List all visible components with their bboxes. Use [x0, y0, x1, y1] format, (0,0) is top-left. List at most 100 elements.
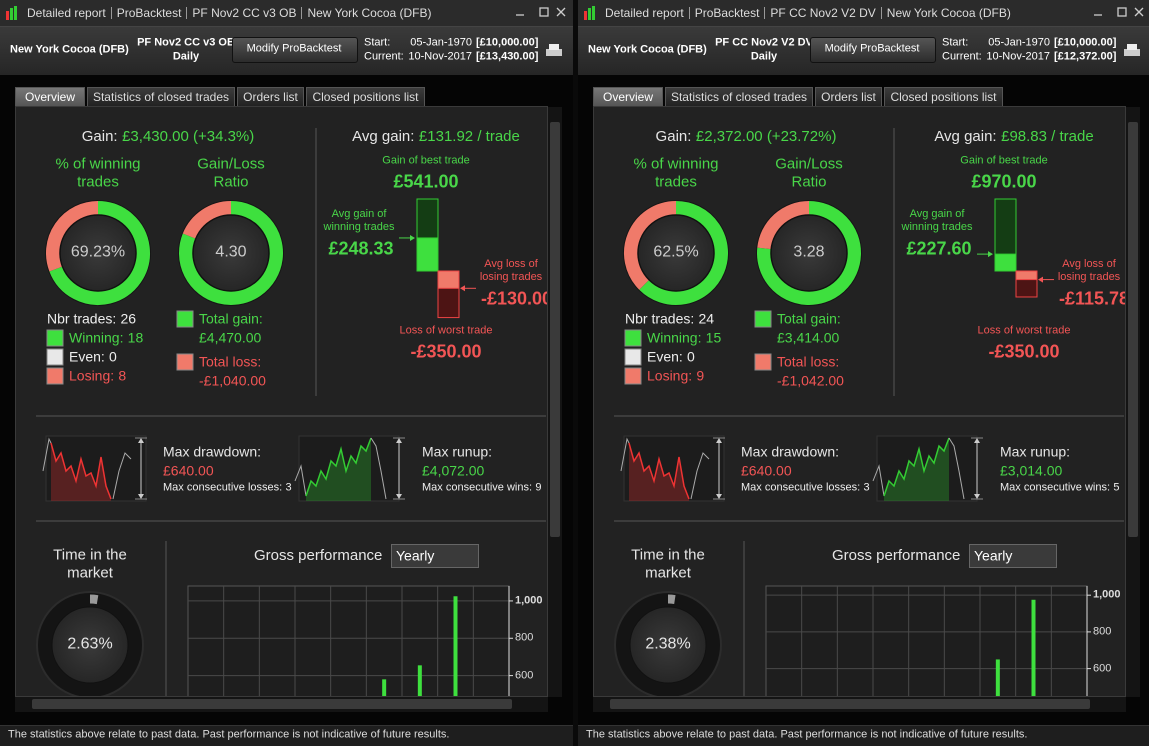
close-button[interactable] — [556, 7, 566, 17]
icon-paper — [549, 44, 559, 50]
tab[interactable]: Orders list — [815, 87, 882, 106]
bar — [1031, 599, 1036, 696]
y-tick-label: 800 — [1093, 625, 1112, 638]
text: Time in the market — [631, 546, 705, 581]
maximize-button[interactable] — [1117, 7, 1127, 17]
report-window: Detailed report ProBacktest PF Nov2 CC v3 … — [0, 0, 573, 746]
even-count: 0 — [109, 348, 117, 365]
gain-value: £2,372.00 (+23.72%) — [695, 128, 837, 146]
icon-line — [1134, 7, 1144, 17]
tab[interactable]: Statistics of closed trades — [665, 87, 813, 106]
donut-loss — [624, 201, 677, 290]
wins-count: 5 — [1113, 481, 1120, 494]
title-items: Detailed report ProBacktest PF Nov2 CC v3 … — [22, 0, 437, 26]
mini-chart-line — [50, 442, 112, 500]
text: Loss of worst trade — [977, 324, 1071, 337]
footer-bar — [0, 725, 573, 746]
print-button[interactable] — [545, 43, 563, 59]
tab[interactable]: Closed positions list — [884, 87, 1003, 106]
plot-area — [765, 585, 1088, 696]
modify-button[interactable] — [810, 37, 936, 63]
icon-body — [1124, 49, 1140, 56]
period-dropdown[interactable] — [969, 544, 1057, 568]
mini-chart-line — [112, 452, 132, 500]
icon-bar — [584, 11, 587, 20]
text: Time in the market — [53, 546, 127, 581]
legend-swatch — [624, 367, 642, 385]
modify-button[interactable] — [232, 37, 358, 63]
icon-line — [556, 7, 566, 17]
tab[interactable]: Overview — [15, 87, 85, 106]
wins-row: Max consecutive wins: 9 — [422, 482, 541, 495]
text: Avg gain of winning trades — [901, 208, 973, 233]
icon-bar — [14, 6, 17, 20]
text: 10-Nov-2017 — [408, 50, 472, 63]
trades-label: Nbr trades: — [625, 310, 695, 327]
avg-gain-row: Avg gain: £131.92 / trade — [352, 128, 520, 146]
text: -£130.00 — [481, 288, 548, 309]
text: £640.00 — [163, 462, 214, 479]
y-tick-label: 1,000 — [1093, 588, 1121, 601]
trades-label: Nbr trades: — [47, 310, 117, 327]
scroll-thumb[interactable] — [610, 699, 1090, 709]
scroll-thumb[interactable] — [550, 122, 560, 537]
close-button[interactable] — [1134, 7, 1144, 17]
overview-pane: Gain: £3,430.00 (+34.3%) % of winning trad… — [15, 106, 548, 697]
donut-win — [49, 201, 150, 305]
tab[interactable]: Closed positions list — [306, 87, 425, 106]
text: Total gain: — [199, 310, 263, 327]
text: -£115.78 — [1059, 288, 1126, 309]
gain-row: Gain: £3,430.00 (+34.3%) — [82, 128, 255, 146]
maximize-button[interactable] — [539, 7, 549, 17]
report-window: Detailed report ProBacktest PF CC Nov2 V2 … — [578, 0, 1149, 746]
tab[interactable]: Orders list — [237, 87, 304, 106]
legend-swatch — [176, 310, 194, 328]
mini-chart-line — [628, 442, 690, 500]
y-tick-label: 1,000 — [515, 594, 543, 607]
tab[interactable]: Statistics of closed trades — [87, 87, 235, 106]
mini-chart-line — [690, 452, 710, 500]
text: £4,470.00 — [199, 329, 262, 346]
gain-label: Gain: — [81, 128, 118, 146]
donut-win — [639, 201, 728, 305]
text: Total gain: — [777, 310, 841, 327]
print-button[interactable] — [1123, 43, 1141, 59]
icon-bar — [588, 8, 591, 20]
text: Gross performance — [254, 547, 383, 565]
overview-graphics — [36, 128, 546, 696]
time-arc — [89, 594, 99, 605]
text: 2.38% — [645, 635, 691, 653]
scroll-thumb[interactable] — [32, 699, 512, 709]
text: Loss of worst trade — [399, 324, 493, 337]
text: Max runup: — [422, 443, 493, 460]
minimize-button[interactable] — [515, 7, 525, 17]
text: [£13,430.00] — [476, 50, 539, 63]
minimize-button[interactable] — [1093, 7, 1103, 17]
donut-loss — [757, 201, 810, 250]
legend-swatch — [46, 329, 64, 347]
plot-area — [187, 585, 510, 696]
donut-center — [51, 606, 129, 684]
period-dropdown[interactable] — [391, 544, 479, 568]
text: Current: — [942, 50, 982, 63]
text: New York Cocoa (DFB) — [588, 43, 707, 56]
even-row: Even: 0 — [69, 349, 117, 366]
legend-swatch — [754, 353, 772, 371]
legend-swatch — [46, 367, 64, 385]
mini-chart-box — [45, 435, 147, 502]
wins-label: Max consecutive wins: — [1000, 481, 1111, 494]
icon-box — [1117, 7, 1127, 17]
avg-loss-bar — [1015, 270, 1038, 281]
title-item: Detailed report — [605, 6, 684, 20]
mini-chart-line — [948, 437, 965, 500]
title-item: New York Cocoa (DFB) — [880, 7, 1016, 19]
winning-row: Winning: 18 — [69, 330, 143, 347]
avg-gain-label: Avg gain: — [934, 128, 997, 146]
icon-bar — [10, 8, 13, 20]
scroll-thumb[interactable] — [1128, 122, 1138, 537]
wins-label: Max consecutive wins: — [422, 481, 533, 494]
gain-label: Gain: — [655, 128, 692, 146]
legend-swatch — [176, 353, 194, 371]
losing-label: Losing: — [69, 367, 115, 384]
tab[interactable]: Overview — [593, 87, 663, 106]
